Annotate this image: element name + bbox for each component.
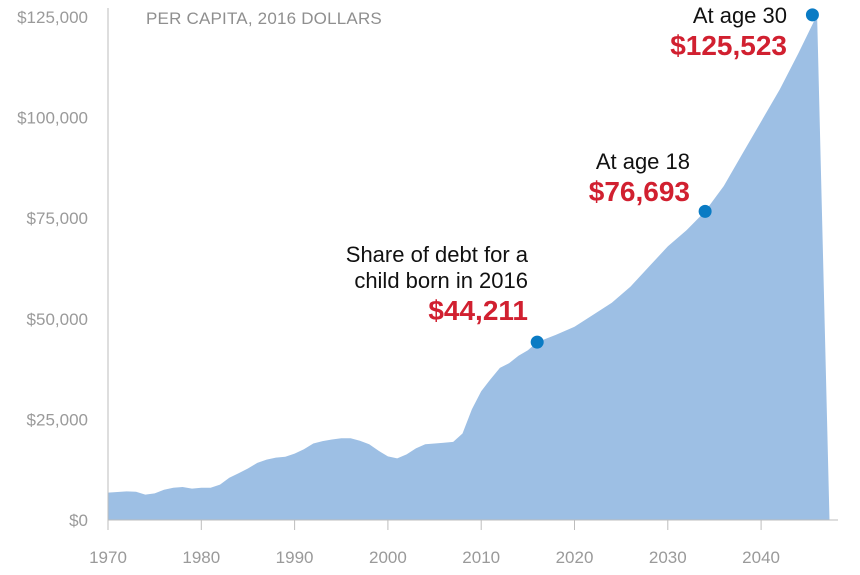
x-tick-label: 2040 <box>742 548 780 567</box>
marker-point-1 <box>530 335 544 349</box>
x-tick-label: 1970 <box>89 548 127 567</box>
annotation-3: At age 30$125,523 <box>670 3 787 61</box>
marker-point-3 <box>805 8 819 22</box>
x-tick-label: 1990 <box>276 548 314 567</box>
annotation-value: $44,211 <box>428 295 528 326</box>
annotation-value: $125,523 <box>670 30 787 61</box>
y-tick-label: $0 <box>69 511 88 530</box>
y-tick-label: $125,000 <box>17 8 88 27</box>
x-tick-label: 1980 <box>182 548 220 567</box>
annotation-markers <box>530 8 819 349</box>
x-tick-label: 2010 <box>462 548 500 567</box>
annotation-label: At age 18 <box>596 149 690 174</box>
annotation-2: At age 18$76,693 <box>589 149 690 207</box>
annotation-label: Share of debt for a <box>346 242 529 267</box>
debt-area <box>108 14 830 521</box>
y-tick-label: $50,000 <box>27 310 88 329</box>
x-tick-label: 2030 <box>649 548 687 567</box>
chart-subtitle: PER CAPITA, 2016 DOLLARS <box>146 9 382 28</box>
y-tick-label: $25,000 <box>27 410 88 429</box>
x-axis-ticks <box>107 520 762 530</box>
annotation-label: child born in 2016 <box>354 268 528 293</box>
x-axis-tick-labels: 1970 1980 1990 2000 2010 2020 2030 2040 <box>89 548 780 567</box>
marker-point-2 <box>698 204 712 218</box>
x-tick-label: 2020 <box>556 548 594 567</box>
y-axis-tick-labels: $0 $25,000 $50,000 $75,000 $100,000 $125,000 <box>17 8 88 530</box>
x-tick-label: 2000 <box>369 548 407 567</box>
y-tick-label: $75,000 <box>27 209 88 228</box>
annotation-value: $76,693 <box>589 176 690 207</box>
annotation-label: At age 30 <box>693 3 787 28</box>
y-tick-label: $100,000 <box>17 109 88 128</box>
